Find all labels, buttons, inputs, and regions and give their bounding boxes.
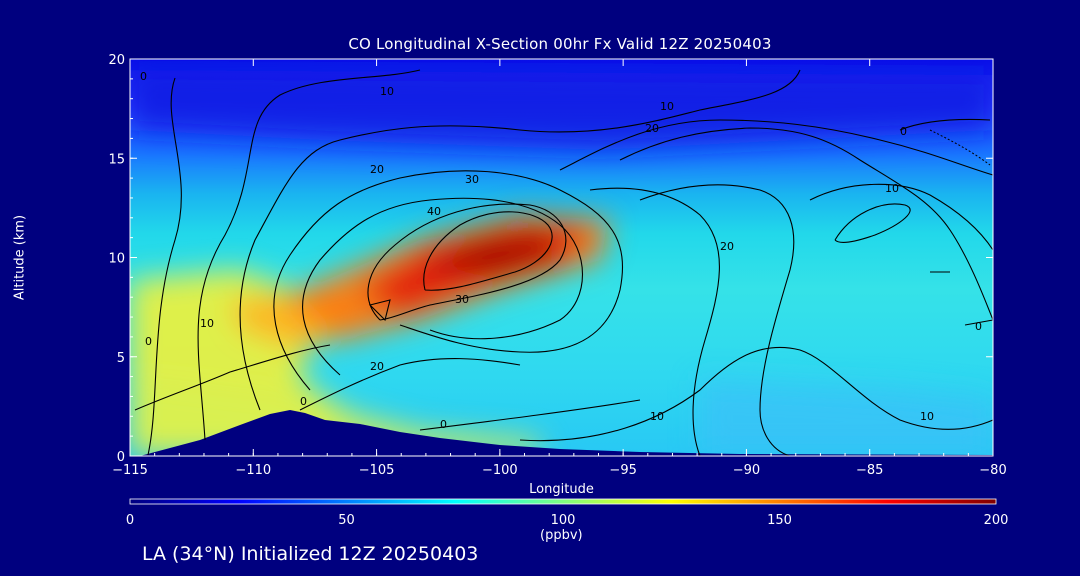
contour-label-1: 0 [140, 70, 147, 83]
contour-label-10: 10 [650, 410, 664, 423]
colorbar-tick-label: 100 [551, 513, 576, 528]
contour-line-1 [147, 77, 182, 456]
y-tick-label: 20 [108, 53, 125, 68]
colorbar-tick-label: 150 [767, 513, 792, 528]
contour-label-12: 20 [645, 122, 659, 135]
x-tick-label: −115 [112, 463, 148, 478]
y-tick-label: 10 [108, 252, 125, 267]
contour-label-13: 20 [720, 240, 734, 253]
contour-line-20 [964, 319, 994, 326]
chart-title: CO Longitudinal X-Section 00hr Fx Valid … [348, 35, 772, 53]
x-tick-label: −90 [733, 463, 760, 478]
contour-line-10 [619, 127, 994, 321]
contour-line-18 [134, 344, 331, 411]
co-concentration-field [130, 59, 993, 456]
contour-label-15: 0 [900, 125, 907, 138]
contour-label-17: 0 [975, 320, 982, 333]
contour-label-6: 30 [455, 293, 469, 306]
colorbar-units-label: (ppbv) [540, 528, 583, 543]
contour-label-19: 0 [145, 335, 152, 348]
x-tick-label: −100 [482, 463, 518, 478]
x-tick-label: −110 [235, 463, 271, 478]
contour-label-4: 30 [465, 173, 479, 186]
contour-line-8 [423, 211, 553, 291]
co-blob-8 [700, 380, 993, 456]
co-blob-7 [130, 70, 993, 150]
y-axis-label: Altitude (km) [12, 214, 28, 301]
contour-line-7 [368, 299, 391, 322]
initialization-caption: LA (34°N) Initialized 12Z 20250403 [142, 543, 479, 565]
x-tick-label: −80 [979, 463, 1006, 478]
colorbar-bar [129, 498, 997, 505]
contour-line-6 [367, 203, 567, 321]
contour-line-16 [419, 399, 641, 431]
contour-line-dashed [929, 129, 991, 166]
x-tick-label: −95 [609, 463, 636, 478]
contour-line-5 [302, 197, 584, 376]
contour-label-16: 10 [920, 410, 934, 423]
x-tick-label: −105 [359, 463, 395, 478]
contour-label-18: 10 [200, 317, 214, 330]
contour-label-14: 10 [885, 182, 899, 195]
contour-line-15 [519, 346, 994, 442]
contour-line-11 [639, 184, 795, 457]
contour-line-12 [589, 187, 720, 457]
contour-line-9 [559, 119, 994, 176]
axes: −115 −110 −105 −100 −95 −90 −85 −80 0 5 10 15 20 [108, 53, 1006, 478]
contour-label-7: 20 [370, 360, 384, 373]
colorbar: 0 50 100 150 200 [126, 498, 1009, 528]
colorbar-tick-label: 0 [126, 513, 134, 528]
contour-line-3 [239, 69, 801, 411]
terrain [140, 410, 993, 456]
contour-label-11: 10 [660, 100, 674, 113]
contour-label-2: 10 [380, 85, 394, 98]
colorbar-tick-label: 200 [984, 513, 1009, 528]
contour-label-5: 40 [427, 205, 441, 218]
y-tick-label: 5 [117, 351, 125, 366]
contour-line-13 [834, 203, 911, 244]
contour-label-8: 0 [300, 395, 307, 408]
co-blob-6 [420, 232, 555, 275]
y-tick-label: 0 [117, 450, 125, 465]
colorbar-tick-label: 50 [338, 513, 355, 528]
contour-line-17 [299, 358, 521, 411]
contour-line-2 [197, 69, 421, 441]
contour-line-21 [899, 118, 991, 131]
y-tick-label: 15 [108, 152, 125, 167]
x-tick-label: −85 [856, 463, 883, 478]
contour-line-4 [273, 170, 624, 391]
x-axis-label: Longitude [529, 482, 594, 497]
contour-line-14 [809, 183, 994, 251]
contour-label-3: 20 [370, 163, 384, 176]
contour-label-9: 0 [440, 418, 447, 431]
